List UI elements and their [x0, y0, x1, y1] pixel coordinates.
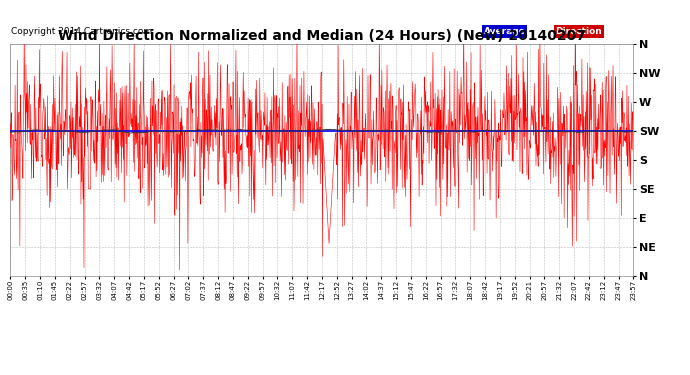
- Text: Copyright 2014 Cartronics.com: Copyright 2014 Cartronics.com: [11, 27, 152, 36]
- Text: Direction: Direction: [555, 27, 602, 36]
- Title: Wind Direction Normalized and Median (24 Hours) (New) 20140207: Wind Direction Normalized and Median (24…: [58, 29, 586, 43]
- Text: Average: Average: [484, 27, 526, 36]
